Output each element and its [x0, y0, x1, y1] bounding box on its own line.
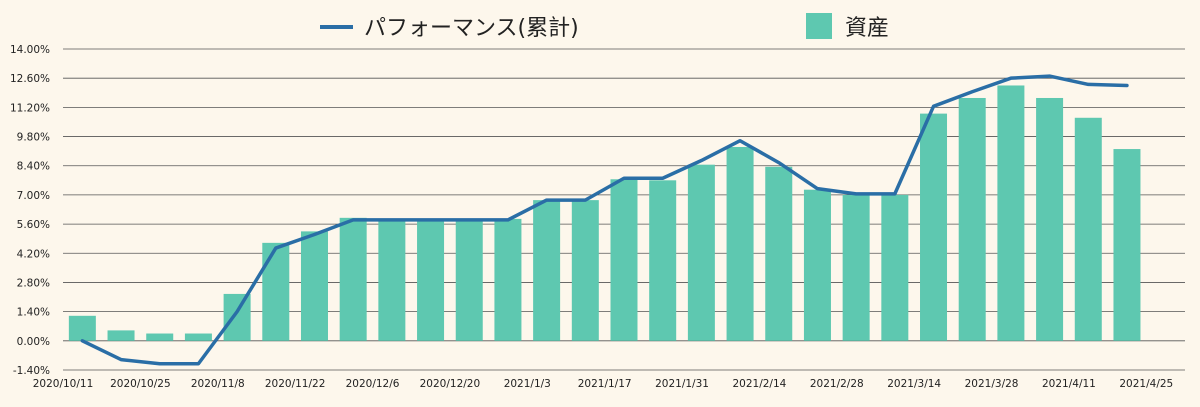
y-tick-label: 1.40% [17, 307, 50, 319]
y-tick-label: 4.20% [17, 248, 50, 260]
y-tick-label: 11.20% [10, 102, 50, 114]
x-axis-tick-labels: 2020/10/11 2020/10/25 2020/11/8 2020/11/22 2… [33, 378, 1173, 390]
y-axis-tick-labels: -1.40% 0.00% 1.40% 2.80% 4.20% 5.60% 7.00% 8.40… [10, 44, 50, 377]
y-tick-label: 5.60% [17, 219, 50, 231]
bar [417, 218, 445, 341]
bar [881, 194, 909, 341]
y-tick-label: 14.00% [10, 44, 50, 56]
line-series [80, 74, 1129, 366]
x-tick-label: 2020/11/22 [265, 378, 326, 390]
x-tick-label: 2021/2/28 [810, 378, 864, 390]
bar [958, 97, 986, 341]
bar [455, 218, 483, 341]
x-tick-label: 2021/1/17 [578, 378, 632, 390]
x-tick-label: 2021/1/3 [504, 378, 551, 390]
x-tick-label: 2020/12/6 [346, 378, 400, 390]
legend-bar-label: 資産 [845, 16, 889, 41]
x-tick-label: 2021/4/11 [1042, 378, 1096, 390]
y-tick-label: 9.80% [17, 132, 50, 144]
bar [920, 113, 948, 341]
x-tick-label: 2021/3/28 [965, 378, 1019, 390]
bar [726, 146, 754, 341]
legend-bar-swatch [806, 13, 832, 39]
bar [494, 218, 522, 341]
bar [610, 179, 638, 341]
x-tick-label: 2020/11/8 [191, 378, 245, 390]
bar [765, 166, 793, 341]
y-tick-label: 2.80% [17, 277, 50, 289]
bar [107, 330, 135, 341]
bar [68, 315, 96, 341]
bar [339, 217, 367, 341]
bar [262, 242, 290, 341]
bar [300, 231, 328, 341]
x-tick-label: 2021/4/25 [1119, 378, 1173, 390]
x-tick-label: 2020/12/20 [420, 378, 481, 390]
bar [223, 293, 251, 341]
y-tick-label: 8.40% [17, 161, 50, 173]
x-tick-label: 2021/2/14 [732, 378, 786, 390]
bar [1074, 117, 1102, 341]
bar [649, 180, 677, 341]
performance-line [80, 74, 1129, 366]
bar [997, 85, 1025, 341]
bar [184, 333, 212, 341]
y-tick-label: 12.60% [10, 73, 50, 85]
bar [687, 164, 715, 341]
x-tick-label: 2021/3/14 [887, 378, 941, 390]
bar [378, 218, 406, 341]
legend: パフォーマンス(累計) 資産 [320, 13, 889, 41]
bar [842, 194, 870, 341]
bar [533, 200, 561, 341]
legend-line-label: パフォーマンス(累計) [364, 16, 579, 41]
y-tick-label: 0.00% [17, 336, 50, 348]
bar [803, 189, 831, 341]
bar [1036, 97, 1064, 341]
bar [571, 200, 599, 341]
bar-series [68, 85, 1141, 341]
x-tick-label: 2020/10/25 [110, 378, 171, 390]
y-tick-label: -1.40% [13, 365, 50, 377]
x-tick-label: 2020/10/11 [33, 378, 94, 390]
bar [146, 333, 174, 341]
bar [1113, 149, 1141, 341]
y-tick-label: 7.00% [17, 190, 50, 202]
x-tick-label: 2021/1/31 [655, 378, 709, 390]
